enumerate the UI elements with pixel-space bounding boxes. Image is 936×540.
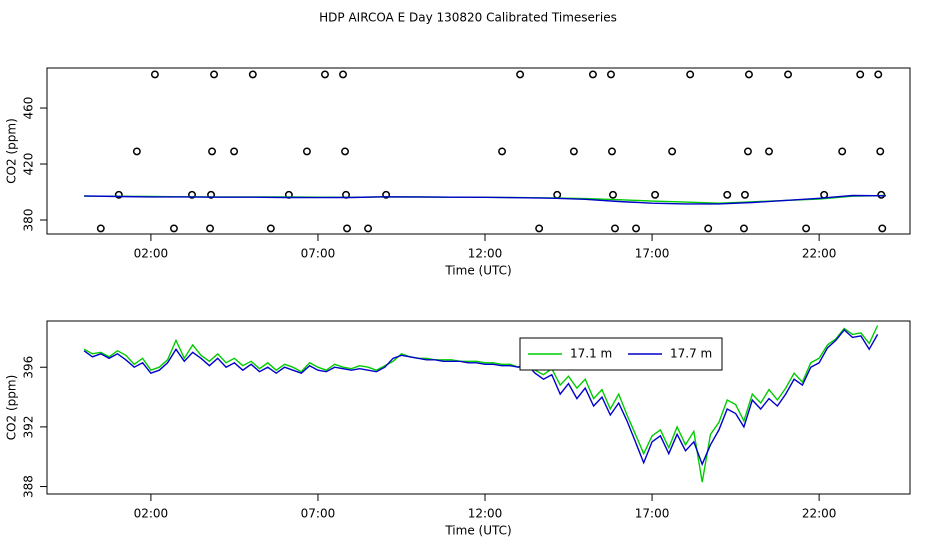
x-tick-label: 07:00 (301, 247, 336, 261)
x-tick-label: 17:00 (635, 507, 670, 521)
y-axis-label: CO2 (ppm) (5, 375, 19, 441)
outlier-point (210, 70, 219, 79)
outlier-point (745, 70, 753, 79)
outlier-point (343, 224, 351, 233)
outlier-point (170, 224, 178, 233)
outlier-point (206, 224, 214, 233)
outlier-point (609, 190, 617, 199)
y-tick-label: 388 (22, 475, 36, 498)
outlier-point (765, 147, 773, 156)
x-tick-label: 17:00 (635, 247, 670, 261)
outlier-point (569, 147, 578, 156)
outlier-point (535, 224, 544, 233)
x-tick-label: 02:00 (134, 247, 169, 261)
outlier-point (723, 190, 732, 199)
outlier-point (668, 147, 677, 156)
outlier-point (516, 70, 525, 79)
x-tick-label: 02:00 (134, 507, 169, 521)
outlier-point (802, 224, 811, 233)
outlier-point (230, 147, 239, 156)
x-tick-label: 07:00 (301, 507, 336, 521)
outlier-point (856, 70, 865, 79)
x-tick-label: 22:00 (802, 507, 837, 521)
outlier-point (188, 190, 196, 199)
y-tick-label: 380 (22, 209, 36, 232)
x-tick-label: 22:00 (802, 247, 837, 261)
outlier-point (207, 190, 215, 199)
outlier-point (784, 70, 793, 79)
y-tick-label: 392 (22, 415, 36, 438)
series-line (84, 194, 886, 205)
y-tick-label: 460 (22, 97, 36, 120)
series-line (83, 325, 879, 483)
x-axis-label: Time (UTC) (444, 264, 511, 278)
outlier-point (321, 70, 329, 79)
outlier-point (607, 70, 615, 79)
outlier-point (588, 70, 597, 79)
outlier-point (553, 190, 562, 199)
series-line (83, 328, 879, 467)
outlier-point (877, 190, 886, 199)
legend-label: 17.7 m (670, 347, 712, 361)
outlier-point (248, 70, 257, 79)
outlier-point (876, 147, 885, 156)
outlier-point (744, 147, 752, 156)
y-tick-label: 396 (22, 356, 36, 379)
outlier-point (382, 190, 391, 199)
outlier-point (302, 147, 311, 156)
plot-frame (46, 320, 911, 495)
outlier-point (114, 190, 123, 199)
outlier-point (266, 224, 275, 233)
outlier-point (608, 147, 616, 156)
plot-frame (46, 67, 911, 235)
x-axis-label: Time (UTC) (444, 524, 511, 538)
outlier-point (741, 190, 749, 199)
y-tick-label: 420 (22, 153, 36, 176)
outlier-point (838, 147, 847, 156)
outlier-point (878, 224, 887, 233)
x-tick-label: 12:00 (468, 507, 503, 521)
outlier-point (150, 70, 159, 79)
outlier-point (739, 224, 748, 233)
outlier-point (611, 224, 619, 233)
outlier-point (498, 147, 507, 156)
outlier-point (686, 70, 695, 79)
legend-label: 17.1 m (570, 347, 612, 361)
outlier-point (704, 224, 713, 233)
outlier-point (364, 224, 373, 233)
outlier-point (651, 190, 660, 199)
outlier-point (96, 224, 105, 233)
x-tick-label: 12:00 (468, 247, 503, 261)
outlier-point (339, 70, 347, 79)
outlier-point (632, 224, 640, 233)
outlier-point (341, 147, 349, 156)
outlier-point (874, 70, 883, 79)
outlier-point (132, 147, 141, 156)
y-axis-label: CO2 (ppm) (5, 118, 19, 184)
outlier-point (208, 147, 216, 156)
page-title: HDP AIRCOA E Day 130820 Calibrated Times… (319, 11, 617, 25)
